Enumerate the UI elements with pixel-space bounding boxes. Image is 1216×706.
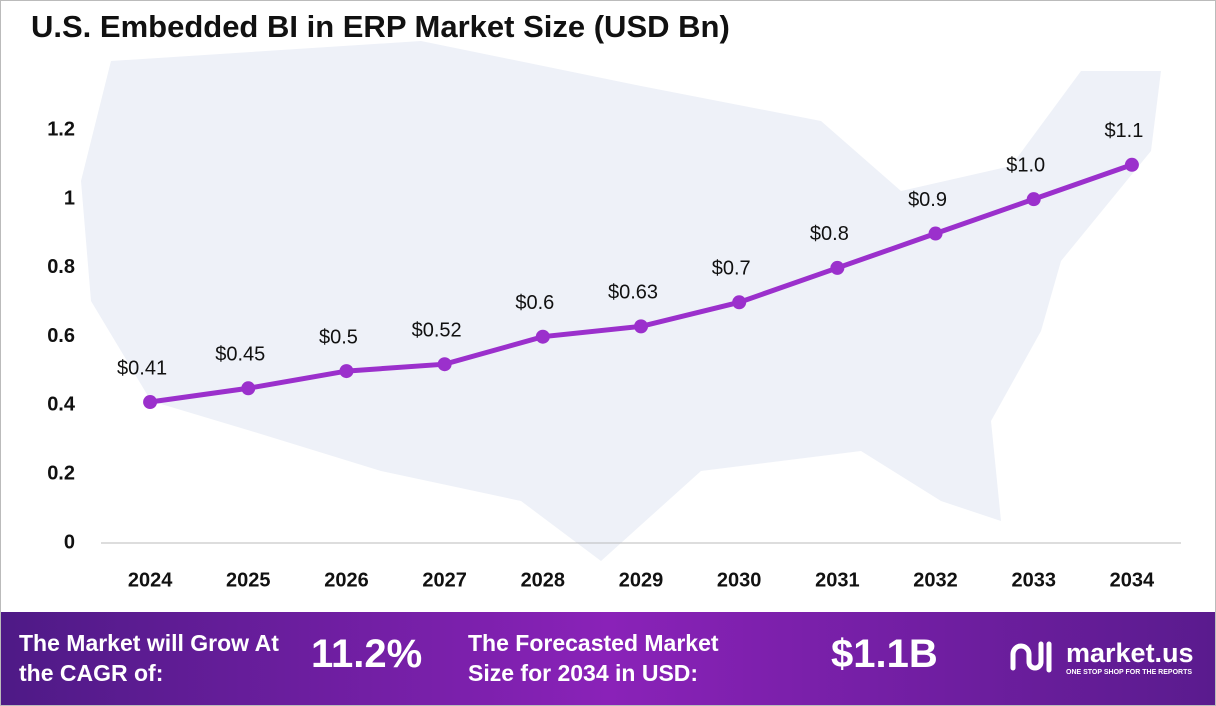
y-tick-label: 0.6 (47, 325, 75, 347)
forecast-text: The Forecasted Market Size for 2034 in U… (468, 630, 719, 686)
point (437, 357, 452, 372)
y-tick-label: 1.2 (47, 119, 75, 141)
cagr-text: The Market will Grow At the CAGR of: (19, 630, 279, 686)
map-background (81, 41, 1161, 561)
x-tick-label: 2031 (815, 569, 860, 591)
point (143, 395, 158, 410)
value-label: $0.45 (215, 344, 265, 366)
value-label: $0.6 (515, 292, 554, 314)
point (1026, 192, 1041, 207)
value-label: $0.8 (810, 223, 849, 245)
x-tick-label: 2030 (717, 569, 762, 591)
value-label: $1.1 (1104, 120, 1143, 142)
point (732, 295, 747, 310)
point (830, 260, 845, 275)
point (535, 329, 550, 344)
x-tick-label: 2027 (422, 569, 467, 591)
value-label: $1.0 (1006, 154, 1045, 176)
forecast-value: $1.1B (831, 632, 938, 676)
value-label: $0.63 (608, 282, 658, 304)
y-tick-label: 0 (64, 531, 75, 553)
value-label: $0.41 (117, 357, 167, 379)
x-tick-label: 2034 (1110, 569, 1155, 591)
point (241, 381, 256, 396)
x-tick-label: 2029 (619, 569, 664, 591)
y-tick-label: 1 (64, 187, 75, 209)
x-tick-label: 2028 (521, 569, 566, 591)
cagr-value: 11.2% (311, 632, 423, 676)
point (1124, 157, 1139, 172)
x-tick-label: 2025 (226, 569, 271, 591)
value-label: $0.5 (319, 326, 358, 348)
chart-title: U.S. Embedded BI in ERP Market Size (USD… (31, 9, 730, 44)
footer: The Market will Grow At the CAGR of: 11.… (1, 612, 1215, 705)
tagline: ONE STOP SHOP FOR THE REPORTS (1066, 669, 1193, 676)
y-tick-label: 0.2 (47, 463, 75, 485)
brand: market.us (1066, 638, 1194, 668)
value-label: $0.7 (712, 258, 751, 280)
value-label: $0.9 (908, 189, 947, 211)
point (928, 226, 943, 241)
point (634, 319, 648, 334)
y-tick-label: 0.8 (47, 256, 75, 278)
chart: U.S. Embedded BI in ERP Market Size (USD… (31, 9, 1181, 591)
x-tick-label: 2033 (1011, 569, 1056, 591)
x-tick-label: 2032 (913, 569, 958, 591)
x-tick-label: 2024 (128, 569, 173, 591)
x-tick-label: 2026 (324, 569, 369, 591)
point (339, 364, 354, 379)
value-label: $0.52 (412, 319, 462, 341)
y-tick-label: 0.4 (47, 394, 76, 416)
logo-icon (1010, 641, 1052, 673)
